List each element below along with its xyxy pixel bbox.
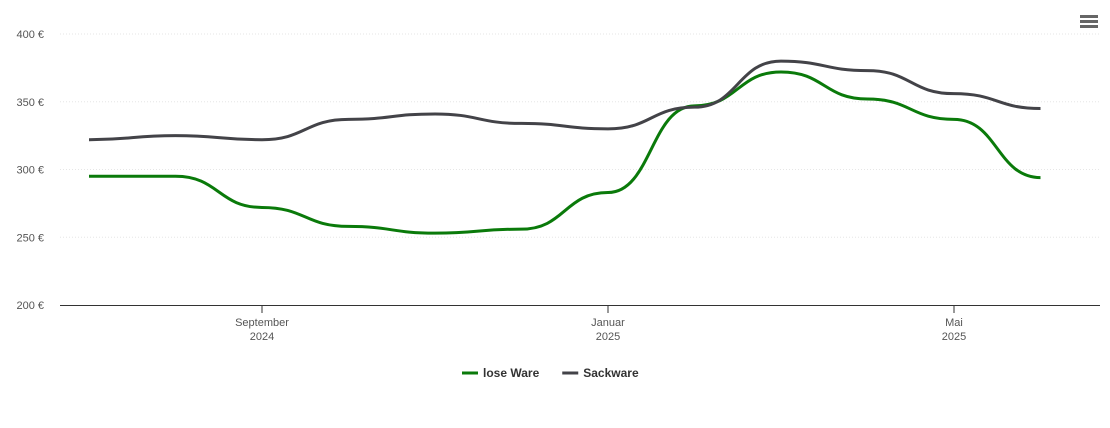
series-line	[88, 70, 1041, 235]
legend-item[interactable]: Sackware	[562, 366, 639, 380]
y-tick-label: 200 €	[16, 300, 44, 312]
x-tick-label: September	[235, 317, 289, 329]
menu-bar	[1080, 20, 1098, 23]
menu-bar	[1080, 25, 1098, 28]
y-tick-label: 250 €	[16, 232, 44, 244]
x-tick-label: 2025	[942, 331, 966, 343]
menu-bar	[1080, 15, 1098, 18]
legend-label: lose Ware	[483, 366, 540, 380]
legend-label: Sackware	[583, 366, 639, 380]
x-tick-label: 2024	[250, 331, 274, 343]
x-tick-label: Mai	[945, 317, 963, 329]
x-tick-label: Januar	[591, 317, 625, 329]
y-tick-label: 350 €	[16, 97, 44, 109]
menu-button[interactable]	[1080, 15, 1098, 28]
x-tick-label: 2025	[596, 331, 620, 343]
series-line	[88, 59, 1041, 142]
legend-item[interactable]: lose Ware	[462, 366, 540, 380]
y-tick-label: 300 €	[16, 165, 44, 177]
y-tick-label: 400 €	[16, 29, 44, 41]
